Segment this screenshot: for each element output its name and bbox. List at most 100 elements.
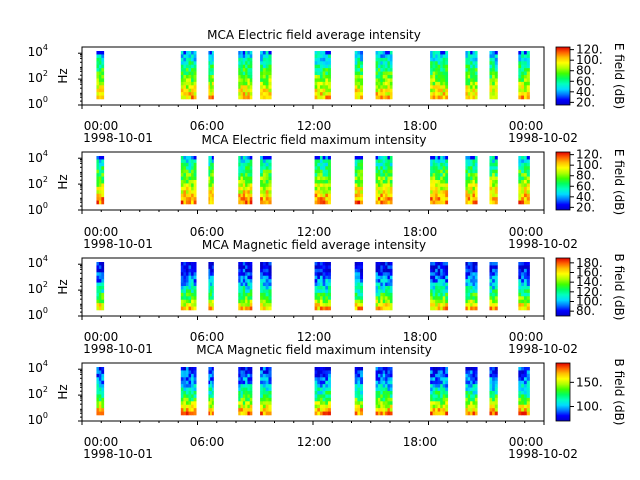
x-tick-label-4: 00:00 [509, 330, 544, 344]
x-date-label-start: 1998-10-01 [83, 237, 153, 251]
x-date-label-start: 1998-10-01 [83, 131, 153, 145]
spectrogram-area [96, 51, 530, 100]
colorbar-label: B field (dB) [612, 359, 626, 426]
colorbar-tick-label: 80. [576, 169, 595, 183]
panel-e-field-average: MCA Electric field average intensity Hz … [28, 28, 626, 145]
x-tick-label-1: 06:00 [190, 435, 225, 449]
panel-b-field-average: MCA Magnetic field average intensity Hz … [28, 238, 626, 356]
x-tick-label-3: 18:00 [403, 435, 438, 449]
x-date-label-end: 1998-10-02 [508, 237, 578, 251]
panel-title: MCA Magnetic field average intensity [202, 238, 426, 252]
y-tick-label-2: 102 [28, 280, 48, 296]
colorbar-gradient [555, 362, 571, 422]
x-tick-label-3: 18:00 [403, 330, 438, 344]
y-tick-label-2: 102 [28, 69, 48, 85]
svg-text:102: 102 [28, 280, 48, 296]
x-date-label-start: 1998-10-01 [83, 447, 153, 461]
colorbar-tick-label: 160. [576, 266, 603, 280]
x-tick-label-2: 12:00 [297, 119, 332, 133]
colorbar-tick-label: 80. [576, 304, 595, 318]
x-date-label-end: 1998-10-02 [508, 131, 578, 145]
panel-title: MCA Electric field average intensity [207, 28, 421, 42]
svg-text:100: 100 [28, 95, 48, 111]
spectrogram-area [96, 367, 530, 416]
colorbar-tick-label: 120. [576, 148, 603, 162]
colorbar: 100. 150. [555, 362, 603, 422]
svg-text:102: 102 [28, 385, 48, 401]
colorbar-gradient [555, 46, 571, 106]
panel-title: MCA Magnetic field maximum intensity [196, 343, 432, 357]
colorbar-tick-label: 60. [576, 179, 595, 193]
colorbar-tick-label: 40. [576, 190, 595, 204]
y-axis-label: Hz [56, 174, 70, 189]
colorbar-tick-label: 120. [576, 43, 603, 57]
y-tick-label-0: 100 [28, 306, 48, 322]
y-tick-label-2: 102 [28, 385, 48, 401]
y-axis-label: Hz [56, 384, 70, 399]
x-tick-label-2: 12:00 [297, 225, 332, 239]
colorbar-tick-label: 150. [576, 375, 603, 389]
x-tick-label-1: 06:00 [190, 330, 225, 344]
colorbar-tick-label: 180. [576, 256, 603, 270]
svg-text:100: 100 [28, 306, 48, 322]
colorbar: 20.40.60.80.100.120. [555, 43, 603, 109]
spectrogram-area [96, 156, 530, 205]
panel-e-field-maximum: MCA Electric field maximum intensity Hz … [28, 133, 626, 251]
y-tick-label-4: 104 [28, 359, 48, 375]
colorbar-tick-label: 100. [576, 400, 603, 414]
y-axis-label: Hz [56, 279, 70, 294]
x-tick-label-0: 00:00 [84, 225, 119, 239]
svg-text:104: 104 [28, 254, 48, 270]
x-date-label-start: 1998-10-01 [83, 342, 153, 356]
y-tick-label-4: 104 [28, 254, 48, 270]
colorbar: 20.40.60.80.100.120. [555, 148, 603, 214]
colorbar-tick-label: 140. [576, 275, 603, 289]
svg-text:104: 104 [28, 43, 48, 59]
x-tick-label-4: 00:00 [509, 435, 544, 449]
y-tick-label-2: 102 [28, 175, 48, 191]
x-tick-label-0: 00:00 [84, 330, 119, 344]
y-tick-label-4: 104 [28, 43, 48, 59]
colorbar-tick-label: 100. [576, 158, 603, 172]
colorbar-tick-label: 100. [576, 295, 603, 309]
y-tick-label-0: 100 [28, 411, 48, 427]
colorbar: 80.100.120.140.160.180. [555, 256, 603, 318]
colorbar-label: E field (dB) [612, 43, 626, 109]
colorbar-tick-label: 60. [576, 74, 595, 88]
y-tick-label-4: 104 [28, 149, 48, 165]
colorbar-label: E field (dB) [612, 149, 626, 215]
colorbar-tick-label: 120. [576, 285, 603, 299]
colorbar-gradient [555, 257, 571, 317]
x-tick-label-3: 18:00 [403, 119, 438, 133]
colorbar-tick-label: 20. [576, 200, 595, 214]
y-tick-label-0: 100 [28, 201, 48, 217]
x-tick-label-2: 12:00 [297, 435, 332, 449]
x-tick-label-0: 00:00 [84, 435, 119, 449]
svg-text:104: 104 [28, 149, 48, 165]
colorbar-tick-label: 40. [576, 85, 595, 99]
svg-text:104: 104 [28, 359, 48, 375]
y-tick-label-0: 100 [28, 95, 48, 111]
y-axis-label: Hz [56, 68, 70, 83]
x-tick-label-2: 12:00 [297, 330, 332, 344]
svg-text:102: 102 [28, 69, 48, 85]
svg-text:100: 100 [28, 411, 48, 427]
x-tick-label-4: 00:00 [509, 225, 544, 239]
colorbar-tick-label: 80. [576, 64, 595, 78]
panel-b-field-maximum: MCA Magnetic field maximum intensity Hz … [28, 343, 626, 461]
x-tick-label-1: 06:00 [190, 225, 225, 239]
svg-text:102: 102 [28, 175, 48, 191]
spectrogram-area [96, 262, 530, 311]
x-date-label-end: 1998-10-02 [508, 342, 578, 356]
x-date-label-end: 1998-10-02 [508, 447, 578, 461]
panel-title: MCA Electric field maximum intensity [201, 133, 426, 147]
colorbar-label: B field (dB) [612, 254, 626, 321]
svg-text:100: 100 [28, 201, 48, 217]
colorbar-tick-label: 100. [576, 53, 603, 67]
colorbar-gradient [555, 151, 571, 211]
colorbar-tick-label: 20. [576, 95, 595, 109]
x-tick-label-1: 06:00 [190, 119, 225, 133]
x-tick-label-0: 00:00 [84, 119, 119, 133]
x-tick-label-4: 00:00 [509, 119, 544, 133]
